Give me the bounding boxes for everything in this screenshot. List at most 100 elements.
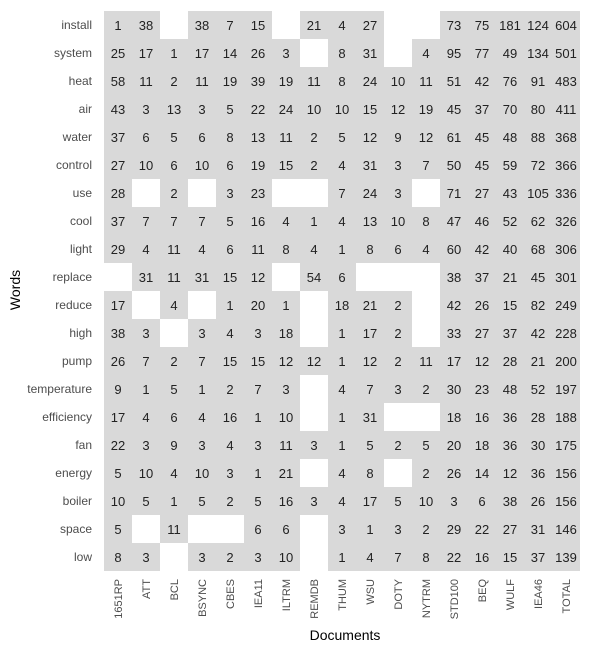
row-label-air: air [79,102,92,116]
cell-value-label: 3 [198,438,205,453]
cell-value-label: 501 [555,46,577,61]
heatmap-cell [356,459,384,487]
heatmap-cell [468,263,496,291]
column-label-doty: DOTY [393,578,405,609]
cell-value-label: 27 [503,522,517,537]
cell-value-label: 72 [531,158,545,173]
heatmap-cell [524,123,552,151]
cell-value-label: 1 [310,214,317,229]
heatmap-cell [440,263,468,291]
heatmap-cell [188,347,216,375]
cell-value-label: 17 [363,494,377,509]
cell-value-label: 7 [198,354,205,369]
cell-value-label: 306 [555,242,577,257]
heatmap-cell [104,347,132,375]
heatmap-cell [496,375,524,403]
heatmap-cell [440,319,468,347]
cell-value-label: 124 [527,18,549,33]
heatmap-cell [496,431,524,459]
cell-value-label: 28 [503,354,517,369]
cell-value-label: 15 [251,18,265,33]
cell-value-label: 12 [363,130,377,145]
cell-value-label: 88 [531,130,545,145]
column-labels: 1651RP ATT BCL BSYNC CBES IEA11 ILTRM REMDB THUM… [113,578,573,619]
heatmap-cell [132,95,160,123]
cell-value-label: 21 [363,298,377,313]
heatmap-cell [552,179,580,207]
cell-value-label: 249 [555,298,577,313]
cell-value-label: 68 [531,242,545,257]
heatmap-cell [552,375,580,403]
cell-value-label: 24 [363,74,377,89]
cell-value-label: 1 [338,326,345,341]
heatmap-cell [552,431,580,459]
heatmap-cell [244,431,272,459]
column-label-beq: BEQ [477,579,489,603]
cell-value-label: 105 [527,186,549,201]
cell-value-label: 52 [503,214,517,229]
heatmap-cell [160,375,188,403]
cell-value-label: 22 [111,438,125,453]
cell-value-label: 3 [142,326,149,341]
cell-value-label: 37 [111,214,125,229]
cell-value-label: 8 [226,130,233,145]
heatmap-cell [244,39,272,67]
heatmap-cell [496,459,524,487]
cell-value-label: 19 [279,74,293,89]
cell-value-label: 4 [310,242,317,257]
heatmap-cell [356,431,384,459]
cell-value-label: 18 [279,326,293,341]
heatmap-cell [496,67,524,95]
heatmap-cell [328,263,356,291]
cell-value-label: 24 [279,102,293,117]
heatmap-cell [440,179,468,207]
cell-value-label: 20 [251,298,265,313]
cell-value-label: 2 [394,298,401,313]
cell-value-label: 24 [363,186,377,201]
cell-value-label: 82 [531,298,545,313]
cell-value-label: 7 [142,354,149,369]
heatmap-cell [468,151,496,179]
row-label-cool: cool [70,214,92,228]
heatmap-cell [188,319,216,347]
heatmap-cell [216,403,244,431]
row-labels: install system heat air water control use cool l… [27,18,92,564]
cell-value-label: 4 [170,298,177,313]
heatmap-cell [272,403,300,431]
heatmap-cell [328,431,356,459]
cell-value-label: 26 [251,46,265,61]
heatmap-cell [160,179,188,207]
cell-value-label: 5 [226,102,233,117]
column-label-total: TOTAL [561,579,573,613]
cell-value-label: 7 [170,214,177,229]
heatmap-cell [440,403,468,431]
cell-value-label: 3 [198,550,205,565]
cell-value-label: 2 [394,326,401,341]
heatmap-cell [244,515,272,543]
heatmap-cell [468,515,496,543]
heatmap-cell [244,67,272,95]
column-label-wsu: WSU [365,579,377,605]
cell-value-label: 12 [363,354,377,369]
heatmap-cell [468,543,496,571]
cell-value-label: 4 [142,242,149,257]
cell-value-label: 1 [254,466,261,481]
cell-value-label: 5 [394,494,401,509]
heatmap-cell [384,515,412,543]
cell-value-label: 10 [195,158,209,173]
heatmap-cell [300,95,328,123]
heatmap-cell [412,347,440,375]
cell-value-label: 29 [111,242,125,257]
heatmap-cell [524,515,552,543]
cell-value-label: 175 [555,438,577,453]
heatmap-cell [328,347,356,375]
cell-value-label: 27 [475,326,489,341]
heatmap-cell [384,123,412,151]
heatmap-cell [216,459,244,487]
heatmap-cell [356,95,384,123]
heatmap-cell [440,151,468,179]
cell-value-label: 2 [310,158,317,173]
cell-value-label: 70 [503,102,517,117]
heatmap-cell [188,375,216,403]
heatmap-cell [496,515,524,543]
